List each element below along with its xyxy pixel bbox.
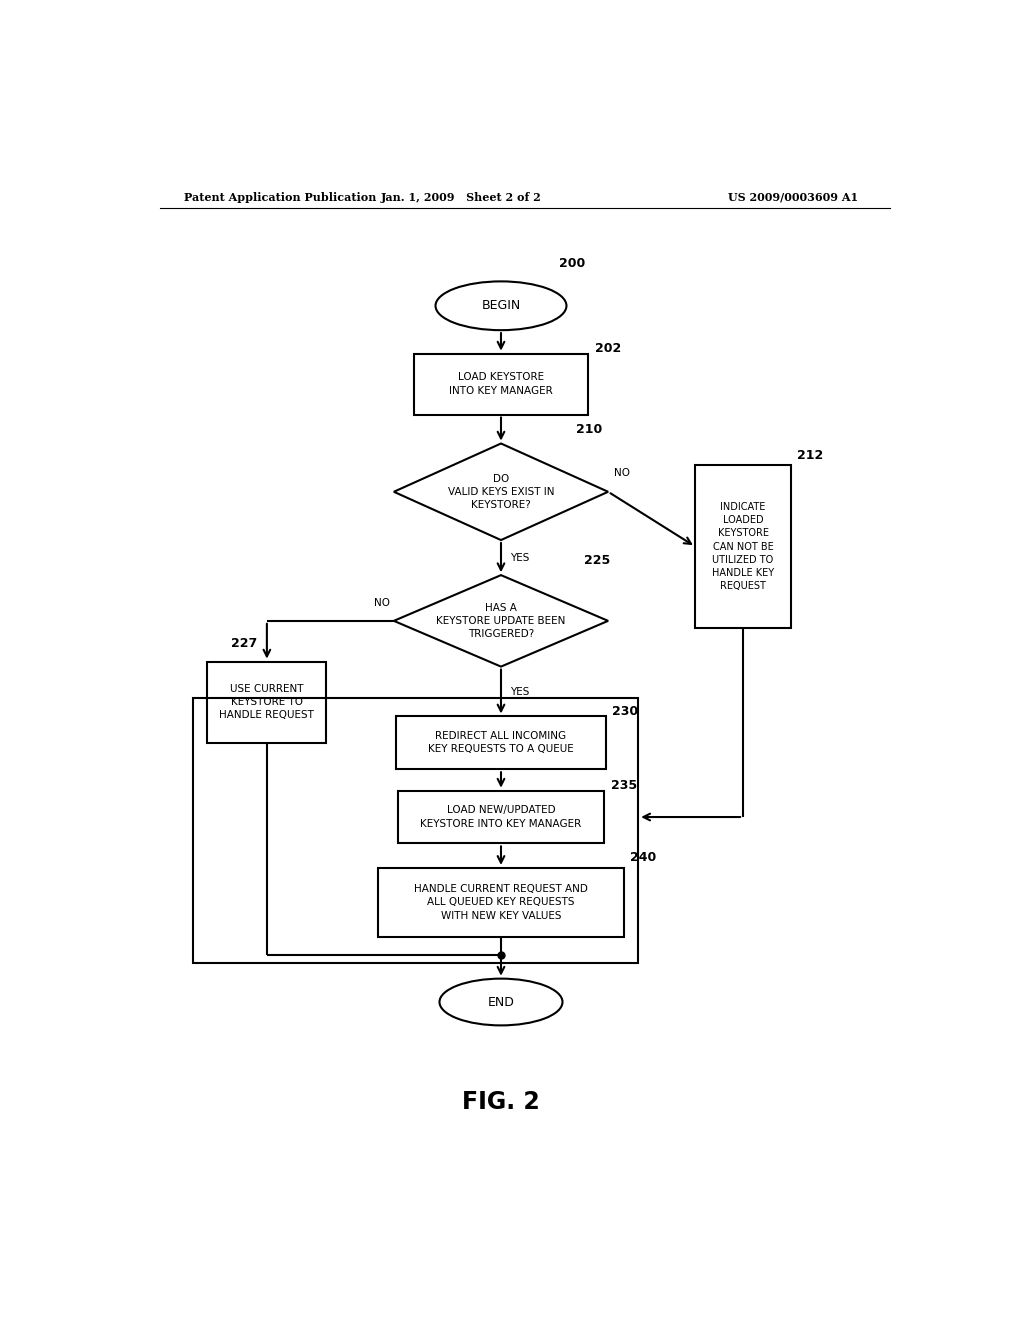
Text: NO: NO (614, 469, 631, 478)
Text: BEGIN: BEGIN (481, 300, 520, 313)
Text: Patent Application Publication: Patent Application Publication (183, 191, 376, 202)
Text: LOAD KEYSTORE
INTO KEY MANAGER: LOAD KEYSTORE INTO KEY MANAGER (450, 372, 553, 396)
Text: 235: 235 (610, 779, 637, 792)
Text: 210: 210 (577, 422, 603, 436)
Text: DO
VALID KEYS EXIST IN
KEYSTORE?: DO VALID KEYS EXIST IN KEYSTORE? (447, 474, 554, 510)
Bar (194, 698, 638, 964)
Text: YES: YES (511, 553, 529, 562)
Text: 212: 212 (797, 449, 823, 462)
Text: INDICATE
LOADED
KEYSTORE
CAN NOT BE
UTILIZED TO
HANDLE KEY
REQUEST: INDICATE LOADED KEYSTORE CAN NOT BE UTIL… (712, 502, 774, 591)
Text: USE CURRENT
KEYSTORE TO
HANDLE REQUEST: USE CURRENT KEYSTORE TO HANDLE REQUEST (219, 684, 314, 721)
Bar (396, 717, 606, 770)
Bar (207, 661, 327, 743)
Text: LOAD NEW/UPDATED
KEYSTORE INTO KEY MANAGER: LOAD NEW/UPDATED KEYSTORE INTO KEY MANAG… (421, 805, 582, 829)
Text: 202: 202 (595, 342, 621, 355)
Bar (397, 791, 604, 843)
Text: END: END (487, 995, 514, 1008)
Text: 200: 200 (558, 256, 585, 269)
Bar (695, 466, 791, 628)
Text: 227: 227 (231, 636, 257, 649)
Text: Jan. 1, 2009   Sheet 2 of 2: Jan. 1, 2009 Sheet 2 of 2 (381, 191, 542, 202)
Bar (414, 354, 588, 414)
Text: 225: 225 (585, 554, 610, 568)
Text: FIG. 2: FIG. 2 (462, 1089, 540, 1114)
Text: HAS A
KEYSTORE UPDATE BEEN
TRIGGERED?: HAS A KEYSTORE UPDATE BEEN TRIGGERED? (436, 603, 565, 639)
Text: 240: 240 (631, 851, 656, 865)
Text: 230: 230 (612, 705, 639, 718)
Bar (378, 867, 624, 937)
Text: REDIRECT ALL INCOMING
KEY REQUESTS TO A QUEUE: REDIRECT ALL INCOMING KEY REQUESTS TO A … (428, 731, 573, 755)
Text: YES: YES (511, 686, 529, 697)
Text: NO: NO (374, 598, 390, 607)
Text: US 2009/0003609 A1: US 2009/0003609 A1 (728, 191, 858, 202)
Text: HANDLE CURRENT REQUEST AND
ALL QUEUED KEY REQUESTS
WITH NEW KEY VALUES: HANDLE CURRENT REQUEST AND ALL QUEUED KE… (414, 884, 588, 920)
